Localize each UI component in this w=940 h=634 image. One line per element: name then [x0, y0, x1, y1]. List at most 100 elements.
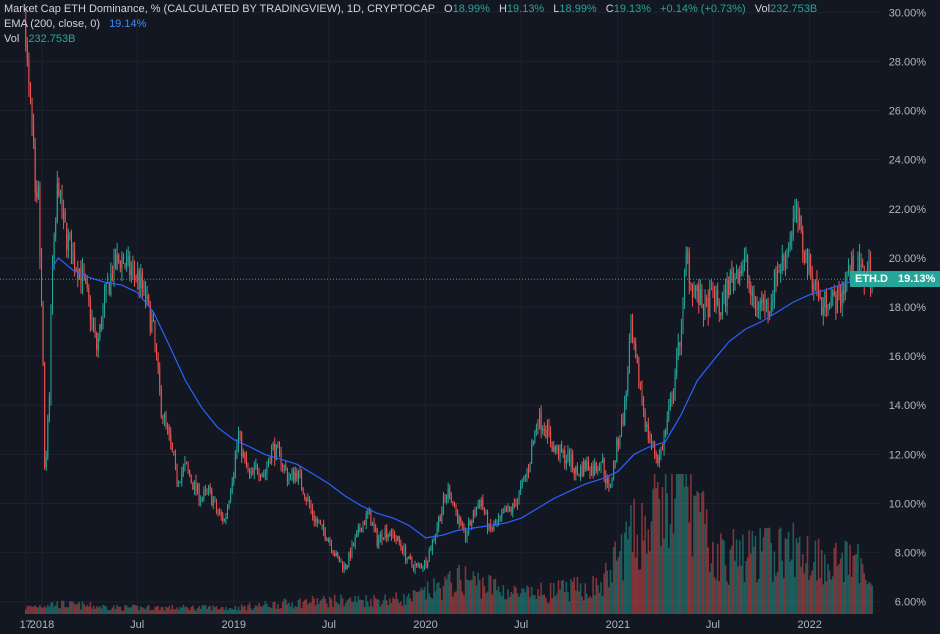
- volume-bar: [24, 609, 27, 614]
- candle-body: [236, 445, 238, 455]
- candle-body: [643, 398, 645, 411]
- volume-bar: [250, 608, 252, 614]
- candle-body: [583, 461, 585, 476]
- y-tick-label: 12.00%: [889, 449, 927, 461]
- candle-body: [206, 490, 208, 492]
- volume-bar: [229, 607, 232, 614]
- candle-body: [349, 552, 351, 558]
- volume-bar: [794, 576, 796, 614]
- volume-bar: [313, 598, 315, 614]
- volume-bar: [738, 540, 741, 614]
- volume-bar: [310, 602, 312, 614]
- candle-body: [520, 485, 522, 491]
- volume-bar: [393, 599, 396, 614]
- volume-bar: [228, 608, 230, 614]
- candle-body: [518, 490, 520, 500]
- volume-bar: [108, 610, 111, 614]
- volume-bar: [259, 606, 262, 614]
- low-label: L: [553, 3, 560, 15]
- volume-bar: [516, 593, 519, 614]
- volume-bar: [535, 598, 538, 614]
- volume-bar: [302, 602, 304, 614]
- candle-body: [559, 445, 561, 459]
- candle-body: [794, 211, 796, 219]
- volume-bar: [721, 539, 724, 614]
- volume-bar: [256, 606, 259, 614]
- legend-main: Market Cap ETH Dominance, % (CALCULATED …: [4, 2, 817, 16]
- volume-bar: [554, 595, 557, 614]
- candle-body: [688, 252, 690, 283]
- candle-body: [539, 411, 541, 428]
- symbol-title[interactable]: Market Cap ETH Dominance, % (CALCULATED …: [4, 3, 435, 15]
- candle-body: [249, 468, 251, 475]
- volume-bar: [518, 596, 520, 614]
- ema-label[interactable]: EMA (200, close, 0): [4, 18, 100, 30]
- y-tick-label: 28.00%: [889, 56, 927, 68]
- candle-body: [378, 538, 380, 546]
- candle-body: [228, 500, 230, 507]
- volume-bar: [486, 591, 489, 614]
- candle-body: [256, 465, 258, 472]
- vol-indicator-label[interactable]: Vol: [4, 33, 20, 45]
- candle-body: [245, 457, 247, 467]
- volume-bar: [839, 558, 842, 614]
- volume-bar: [573, 577, 576, 614]
- candle-body: [720, 313, 722, 315]
- symbol-price-tag: ETH.D: [850, 271, 893, 288]
- volume-bar: [756, 582, 758, 614]
- volume-bar: [551, 598, 553, 614]
- volume-bar: [247, 605, 249, 614]
- volume-bar: [488, 575, 490, 614]
- candle-body: [592, 465, 594, 475]
- close-value: 19.13%: [613, 3, 652, 15]
- candle-body: [97, 338, 99, 351]
- candle-body: [479, 504, 481, 507]
- legend-ema[interactable]: EMA (200, close, 0) 19.14%: [4, 17, 146, 31]
- candle-body: [89, 298, 91, 321]
- candle-body: [557, 446, 559, 459]
- volume-bar: [631, 552, 634, 614]
- volume-bar: [699, 512, 702, 614]
- x-tick-label: Jul: [706, 619, 720, 631]
- volume-bar: [406, 596, 408, 614]
- volume-bar: [656, 482, 659, 614]
- volume-bar: [773, 551, 776, 614]
- candle-body: [578, 473, 580, 477]
- volume-bar: [418, 590, 421, 614]
- candle-body: [731, 271, 733, 275]
- candle-body: [704, 298, 706, 319]
- candle-body: [152, 320, 154, 322]
- volume-bar: [340, 594, 342, 614]
- legend-volume[interactable]: Vol 232.753B: [4, 32, 75, 46]
- volume-bar: [811, 570, 814, 614]
- candle-body: [556, 446, 558, 452]
- candle-body: [280, 451, 282, 466]
- volume-bar: [381, 603, 383, 614]
- volume-bar: [499, 592, 501, 614]
- candle-body: [203, 490, 205, 499]
- volume-bar: [865, 579, 867, 614]
- volume-bar: [308, 602, 311, 614]
- candle-body: [609, 485, 611, 487]
- candle-body: [464, 530, 466, 539]
- candle-body: [122, 257, 124, 264]
- candle-body: [365, 513, 367, 525]
- candle-body: [685, 252, 687, 273]
- candle-body: [324, 531, 326, 540]
- candle-body: [88, 287, 90, 299]
- candle-body: [550, 431, 552, 444]
- volume-bar: [349, 597, 352, 614]
- candle-body: [581, 466, 583, 476]
- volume-bar: [329, 596, 331, 614]
- candle-body: [474, 510, 476, 516]
- candle-body: [75, 269, 77, 271]
- candle-body: [50, 308, 52, 397]
- candle-body: [401, 546, 403, 554]
- volume-bar: [61, 600, 63, 614]
- candle-body: [124, 263, 126, 267]
- candle-body: [67, 234, 69, 250]
- volume-bar: [761, 551, 763, 614]
- volume-bar: [474, 576, 476, 614]
- volume-bar: [173, 609, 175, 614]
